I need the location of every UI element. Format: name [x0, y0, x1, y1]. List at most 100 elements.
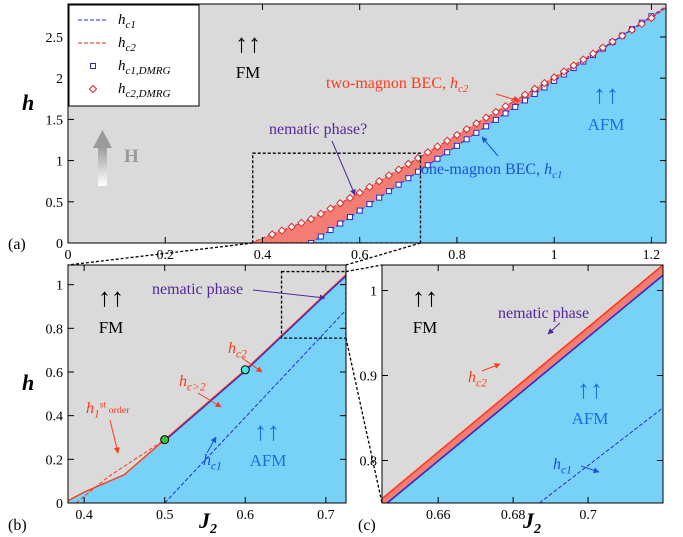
hc1-dashed-line-c: [539, 407, 663, 503]
hc2-dmrg-diamond: [394, 165, 403, 174]
hc1-label-b: hc1: [203, 452, 222, 472]
hc2-dmrg-diamond: [559, 67, 569, 76]
panel-b-ytick-label: 0.4: [46, 410, 64, 425]
hc2-dmrg-diamond: [345, 193, 355, 203]
hc2-dmrg-diamond: [472, 119, 481, 128]
two-magnon-pointer: [495, 93, 520, 103]
two-magnon-h: h: [450, 75, 458, 92]
legend-label: hc2,DMRG: [118, 81, 170, 100]
field-arrow-icon: [93, 130, 112, 186]
hc1-pointer-c: [580, 465, 600, 474]
nematic-question-label: nematic phase?: [269, 121, 367, 138]
panel-b-ytick-label: 0.8: [46, 322, 64, 337]
hcg2-label-b: hc>2: [179, 373, 206, 393]
hc2-dmrg-diamond: [316, 209, 326, 219]
panel-a: 0 0.2 0.4 0.6 0.8 1 1.200.511.522.5hc1hc2hc1,D…: [8, 3, 667, 263]
hc2-dmrg-diamond: [384, 171, 394, 180]
legend-label-h: h: [118, 81, 126, 97]
legend-diamond: [88, 84, 98, 94]
hc2-dmrg-diamond: [287, 222, 296, 231]
nematic-pointer-b: [252, 289, 326, 301]
afm-label-c: AFM: [572, 409, 609, 428]
zoom-link-a-right: [345, 242, 421, 266]
panel-c: 0.66 0.68 0.7 0.8 0.9 1 J2 (c) ↑↑ FM ↑↑ AFM nematic …: [358, 264, 664, 537]
hc2-dmrg-diamond: [608, 37, 617, 46]
zoom-link-b-top: [345, 264, 383, 273]
afm-label-b: AFM: [250, 451, 287, 470]
legend-label: hc1,DMRG: [118, 58, 170, 77]
panel-b-label: (b): [8, 517, 27, 534]
hcg2-label-b-h: h: [179, 373, 187, 390]
panel-a-frame: [67, 3, 667, 244]
hc2-dmrg-diamond: [365, 182, 374, 192]
hc2-label-c-h: h: [468, 369, 476, 386]
hcg2-label-b-sub: c>2: [187, 381, 206, 393]
hc1-label-b-sub: c1: [211, 460, 222, 472]
h1st-label-b-h: h: [86, 400, 94, 417]
panel-c-frame: [381, 264, 664, 504]
panel-a-ytick-label: 2.5: [46, 31, 64, 46]
hc1-phase-line-c: [385, 274, 663, 503]
hc1-dmrg-square: [385, 188, 392, 195]
panel-a-xtick-label: 0.4: [254, 248, 272, 263]
legend-label-sub: c1,DMRG: [126, 65, 171, 77]
panel-a-ytick-label: 2: [56, 72, 63, 87]
panel-a-label: (a): [8, 236, 26, 253]
hc1-dmrg-square: [453, 142, 460, 149]
hc1-label-b-h: h: [203, 452, 211, 469]
fm-label-c: FM: [413, 318, 438, 337]
hc1-line-b: [164, 309, 346, 503]
fm-spin-arrows-icon: ↑↑: [235, 29, 261, 58]
panel-a-xtick-label: 0.8: [448, 248, 466, 263]
hc2-dmrg-diamond: [637, 19, 646, 29]
panel-b-ylabel: h: [22, 370, 34, 395]
hc2-dmrg-diamond: [618, 31, 627, 41]
panel-c-xtick-label: 0.7: [579, 508, 597, 523]
panel-b-ytick-label: 0.6: [46, 366, 64, 381]
legend-label-sub: c2,DMRG: [126, 88, 171, 100]
hc2-dmrg-diamond: [306, 214, 316, 224]
panel-b-frame: [67, 264, 347, 504]
hc2-label-c: hc2: [468, 369, 487, 389]
panel-b-xtick-label: 0.7: [317, 508, 335, 523]
hc1-dmrg-square: [317, 233, 324, 240]
hc2-dmrg-diamond: [579, 55, 588, 64]
legend-label-sub: c1: [126, 19, 136, 31]
legend-label-h: h: [118, 35, 126, 51]
panel-a-xtick-label: 0: [65, 248, 72, 263]
panel-c-xlabel: J2: [522, 508, 541, 537]
hc1-dmrg-square: [492, 116, 499, 123]
hc2-label-b-sub: c2: [236, 348, 247, 360]
panel-a-xtick-label: 1.2: [643, 248, 661, 263]
panel-a-ytick-label: 0: [56, 237, 63, 252]
nematic-pointer: [331, 140, 356, 196]
panel-a-plot-area: [68, 4, 666, 243]
hcg2-pointer-b: [197, 392, 222, 408]
hc1-dmrg-square: [346, 214, 353, 221]
panel-b-xtick-label: 0.4: [75, 508, 93, 523]
hc2-dmrg-diamond: [569, 61, 578, 70]
fm-label-b: FM: [99, 318, 124, 337]
panel-b-ytick-label: 1: [56, 279, 63, 294]
nematic-label-c: nematic phase: [498, 305, 589, 322]
hc1-phase-line-b: [164, 275, 346, 442]
hc2-dmrg-diamond: [501, 101, 510, 111]
hc1-dmrg-square: [444, 149, 451, 156]
panel-a-xtick-label: 0.6: [351, 248, 369, 263]
panel-b-ytick-label: 0: [56, 497, 63, 512]
legend-label-sub: c2: [126, 42, 137, 54]
legend-label-h: h: [118, 12, 126, 28]
hc2-dmrg-diamond: [588, 49, 598, 58]
panel-a-xtick-label: 1: [551, 248, 558, 263]
hc1-dmrg-square: [434, 155, 441, 162]
afm-region-b: [68, 274, 346, 503]
hc2-pointer-c: [481, 363, 501, 372]
two-magnon-sub: c2: [458, 83, 469, 95]
panel-c-xtick-label: 0.68: [501, 508, 526, 523]
one-magnon-text: one-magnon BEC,: [421, 161, 544, 178]
hc1-dmrg-square: [463, 136, 470, 143]
panel-c-xlabel-sub: 2: [533, 522, 541, 537]
panel-b-xlabel-sub: 2: [209, 522, 217, 537]
